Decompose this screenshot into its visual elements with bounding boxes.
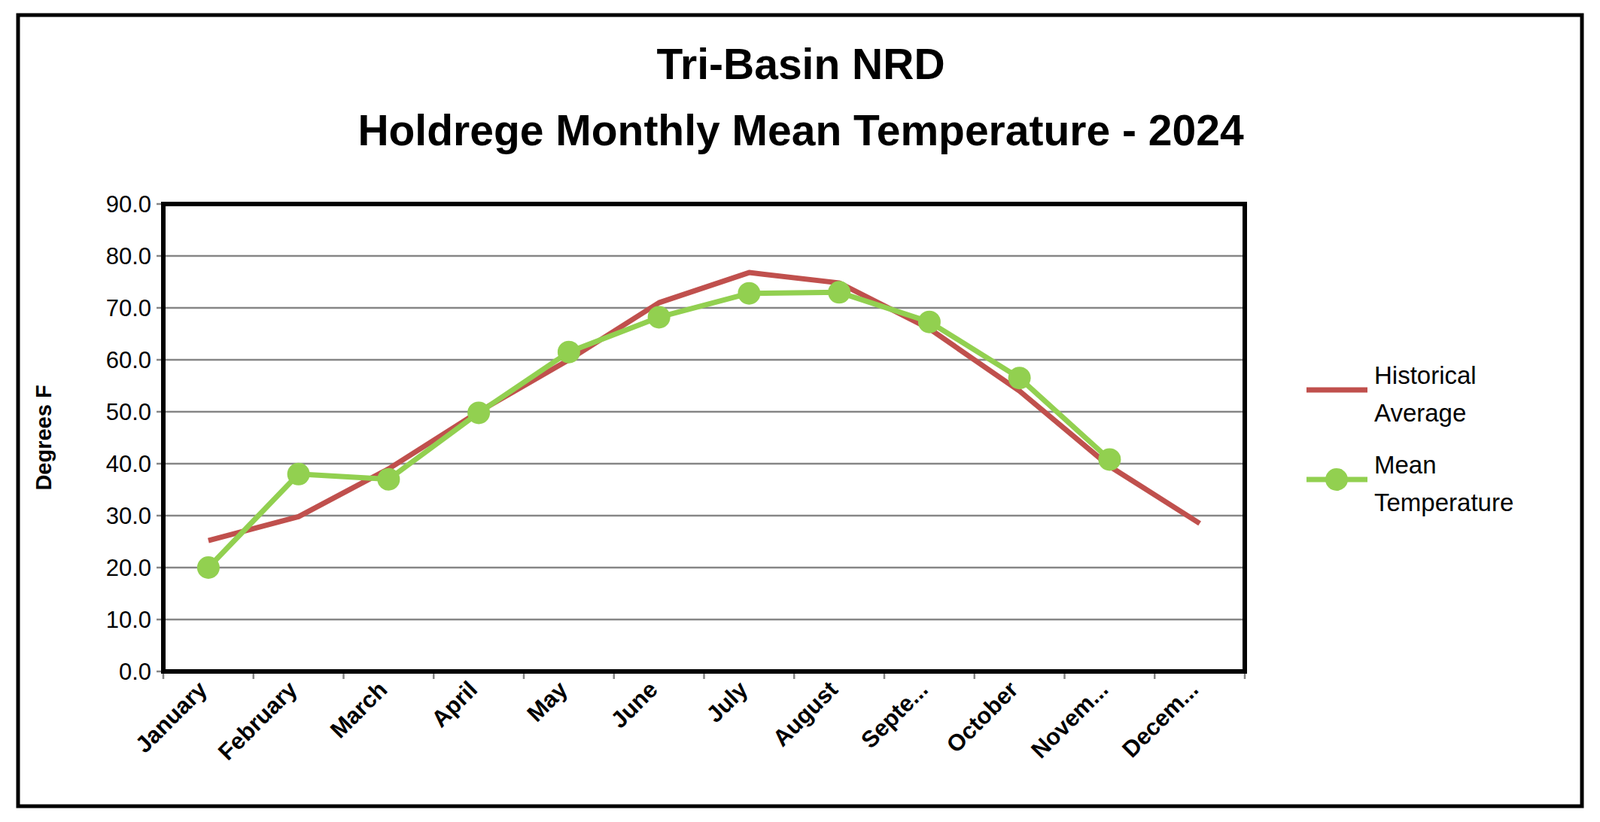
- y-tick-label: 90.0: [106, 191, 152, 218]
- y-tick-label: 50.0: [106, 398, 152, 426]
- plot-marks: [197, 272, 1200, 579]
- series-marker: [197, 556, 220, 579]
- y-tick-label: 0.0: [118, 658, 152, 685]
- series-marker: [287, 462, 311, 486]
- grid-line: [163, 255, 1245, 258]
- x-tick-label: February: [212, 675, 303, 766]
- legend-label-line: Average: [1374, 398, 1467, 427]
- grid-line: [163, 514, 1245, 518]
- legend-marker: [1325, 468, 1348, 491]
- x-tick-label: Decem...: [1116, 675, 1204, 763]
- series-marker: [1098, 447, 1121, 471]
- series-marker: [467, 401, 490, 424]
- legend-label-line: Temperature: [1374, 488, 1514, 517]
- series-marker: [647, 305, 671, 329]
- series-marker: [557, 340, 581, 364]
- x-tick-label: April: [425, 675, 483, 733]
- legend-label: Mean Temperature: [1374, 450, 1514, 517]
- series-marker: [918, 310, 941, 334]
- y-tick-label: 30.0: [106, 502, 152, 530]
- legend-label: Historical Average: [1374, 361, 1477, 427]
- series-marker: [377, 468, 400, 491]
- plot-frame: [163, 203, 1245, 672]
- grid-line: [163, 566, 1245, 569]
- grid-line: [163, 358, 1245, 362]
- x-tick-label: June: [605, 675, 664, 734]
- legend-label-line: Mean: [1374, 450, 1437, 479]
- grid-line: [163, 618, 1245, 621]
- y-tick-label: 40.0: [106, 450, 152, 478]
- chart-svg: Tri-Basin NRD Holdrege Monthly Mean Tempe…: [0, 0, 1600, 822]
- x-tick-label: March: [325, 675, 393, 743]
- series-marker: [737, 282, 761, 305]
- outer-frame: [18, 15, 1582, 807]
- x-tick-label: January: [130, 675, 213, 758]
- legend-label-line: Historical: [1374, 361, 1477, 390]
- y-tick-label: 20.0: [106, 554, 152, 581]
- legend-line: [1306, 387, 1368, 393]
- plot-background: [163, 203, 1245, 672]
- series-line: [208, 292, 1111, 568]
- y-tick-label: 60.0: [106, 346, 152, 374]
- y-axis-label: Degrees F: [31, 384, 56, 490]
- x-tick-label: August: [767, 675, 843, 752]
- series-marker: [1008, 366, 1032, 390]
- x-tick-label: Novem...: [1025, 675, 1114, 764]
- y-tick-label: 70.0: [106, 295, 152, 322]
- x-tick-label: July: [701, 675, 754, 728]
- title: Tri-Basin NRD: [656, 39, 945, 89]
- y-tick-label: 10.0: [106, 606, 152, 633]
- chart-root: Tri-Basin NRD Holdrege Monthly Mean Tempe…: [0, 0, 1600, 822]
- grid-line: [163, 410, 1245, 414]
- grid-line: [163, 462, 1245, 466]
- x-tick-label: October: [941, 675, 1024, 758]
- y-tick-label: 80.0: [106, 243, 152, 270]
- x-tick-label: Septe...: [855, 675, 934, 754]
- series-marker: [827, 280, 851, 304]
- subtitle: Holdrege Monthly Mean Temperature - 2024: [357, 106, 1245, 155]
- x-tick-label: May: [521, 675, 573, 727]
